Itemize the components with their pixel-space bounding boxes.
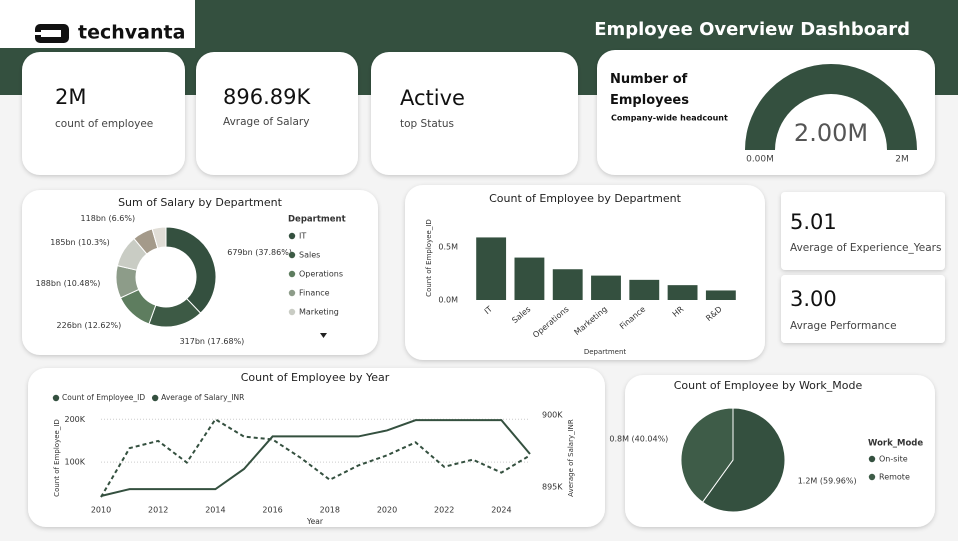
series-line: [100, 417, 531, 498]
gauge-title-box: Number of Employees: [610, 72, 689, 108]
data-label: 185bn (10.3%): [50, 238, 110, 247]
legend-marker: [151, 394, 159, 402]
bar: [514, 257, 545, 300]
logo-text: techvanta: [78, 22, 185, 44]
kpi-label: count of employee: [55, 118, 153, 130]
legend-label: Sales: [299, 251, 320, 260]
legend-title: Department: [288, 215, 346, 225]
bar: [705, 290, 736, 300]
y2-tick-label: 900K: [542, 411, 563, 420]
data-label: 188bn (10.48%): [36, 279, 101, 288]
x-tick-label: 2020: [377, 506, 397, 515]
legend-label: Remote: [879, 473, 910, 482]
y2-tick-label: 895K: [542, 483, 563, 492]
kpi-value: 896.89K: [223, 85, 311, 109]
y-axis-title: Count of Employee_ID: [425, 219, 433, 297]
x-tick-label: IT: [483, 304, 494, 316]
dashboard-title: Employee Overview Dashboard: [594, 19, 910, 40]
legend-label: IT: [299, 232, 306, 241]
slice: [165, 226, 217, 314]
legend-marker: [868, 455, 876, 463]
y-axis-title: Count of Employee_ID: [53, 419, 61, 497]
legend-marker: [288, 308, 296, 316]
x-tick-label: 2018: [320, 506, 340, 515]
chart-title: Count of Employee by Department: [489, 192, 681, 205]
slice: [151, 226, 167, 249]
gauge-value: [745, 64, 917, 150]
gauge-tick-label: 0.00M: [746, 155, 774, 165]
kpi-label: Avrage of Salary: [223, 116, 309, 128]
chart-title: Count of Employee by Work_Mode: [674, 379, 863, 392]
legend-title: Work_Mode: [868, 439, 923, 449]
y-tick-label: 200K: [64, 415, 85, 424]
legend-scroll-arrow[interactable]: [320, 333, 327, 338]
x-axis-title: Department: [584, 348, 627, 356]
x-tick-label: 2014: [205, 506, 225, 515]
kpi-label: Avrage Performance: [790, 320, 897, 332]
gauge-tick-label: 2M: [895, 155, 909, 165]
data-label: 0.8M (40.04%): [609, 435, 668, 444]
cards: [22, 50, 945, 527]
legend-marker: [288, 232, 296, 240]
slice: [680, 407, 734, 503]
gauge-title: Number of Employees: [610, 72, 689, 108]
legend-label: Operations: [299, 270, 343, 279]
kpi-label: Average of Experience_Years: [790, 242, 941, 254]
legend-marker: [288, 251, 296, 259]
bar: [591, 275, 621, 300]
legend-label: Average of Salary_INR: [161, 393, 244, 402]
y2-axis-title: Average of Salary_INR: [567, 419, 575, 497]
card: [196, 52, 358, 175]
data-label: 1.2M (59.96%): [798, 476, 857, 485]
legend-marker: [288, 289, 296, 297]
legend-marker: [868, 473, 876, 481]
legend-marker: [52, 394, 60, 402]
slice: [701, 407, 786, 513]
chart-title: Sum of Salary by Department: [118, 196, 283, 209]
gauge-value-label: 2.00M: [794, 119, 868, 147]
x-tick-label: 2012: [148, 506, 168, 515]
kpi-label: top Status: [400, 118, 454, 130]
legend-label: On-site: [879, 455, 908, 464]
data-label: 118bn (6.6%): [81, 214, 136, 223]
x-tick-label: 2022: [434, 506, 454, 515]
legend-marker: [288, 270, 296, 278]
kpi-value: 5.01: [790, 210, 837, 234]
y-tick-label: 100K: [64, 458, 85, 467]
logo-icon: [35, 24, 69, 43]
x-tick-label: 2016: [262, 506, 282, 515]
data-label: 226bn (12.62%): [57, 321, 122, 330]
y-tick-label: 0.0M: [438, 296, 458, 305]
legend-label: Finance: [299, 289, 330, 298]
kpi-value: 2M: [55, 85, 86, 109]
gauge-subtitle: Company-wide headcount: [611, 114, 728, 123]
data-label: 679bn (37.86%): [227, 248, 292, 257]
kpi-value: Active: [400, 86, 465, 110]
card: [371, 52, 578, 175]
kpi-value: 3.00: [790, 287, 837, 311]
bar: [629, 279, 660, 300]
x-tick-label: 2024: [491, 506, 511, 515]
card: [22, 52, 185, 175]
y-tick-label: 0.5M: [438, 242, 458, 251]
card: [405, 185, 765, 360]
series-line: [100, 419, 531, 497]
legend-label: Marketing: [299, 308, 339, 317]
card: [781, 192, 945, 270]
chart-title: Count of Employee by Year: [241, 371, 390, 384]
x-axis-title: Year: [306, 517, 324, 526]
card: [28, 368, 605, 527]
legend-label: Count of Employee_ID: [62, 393, 145, 402]
bar: [552, 269, 583, 300]
card: [781, 275, 945, 343]
logo-area: [0, 0, 195, 48]
bar: [476, 237, 507, 300]
bar: [667, 285, 698, 300]
x-tick-label: 2010: [91, 506, 111, 515]
data-label: 317bn (17.68%): [180, 337, 245, 346]
